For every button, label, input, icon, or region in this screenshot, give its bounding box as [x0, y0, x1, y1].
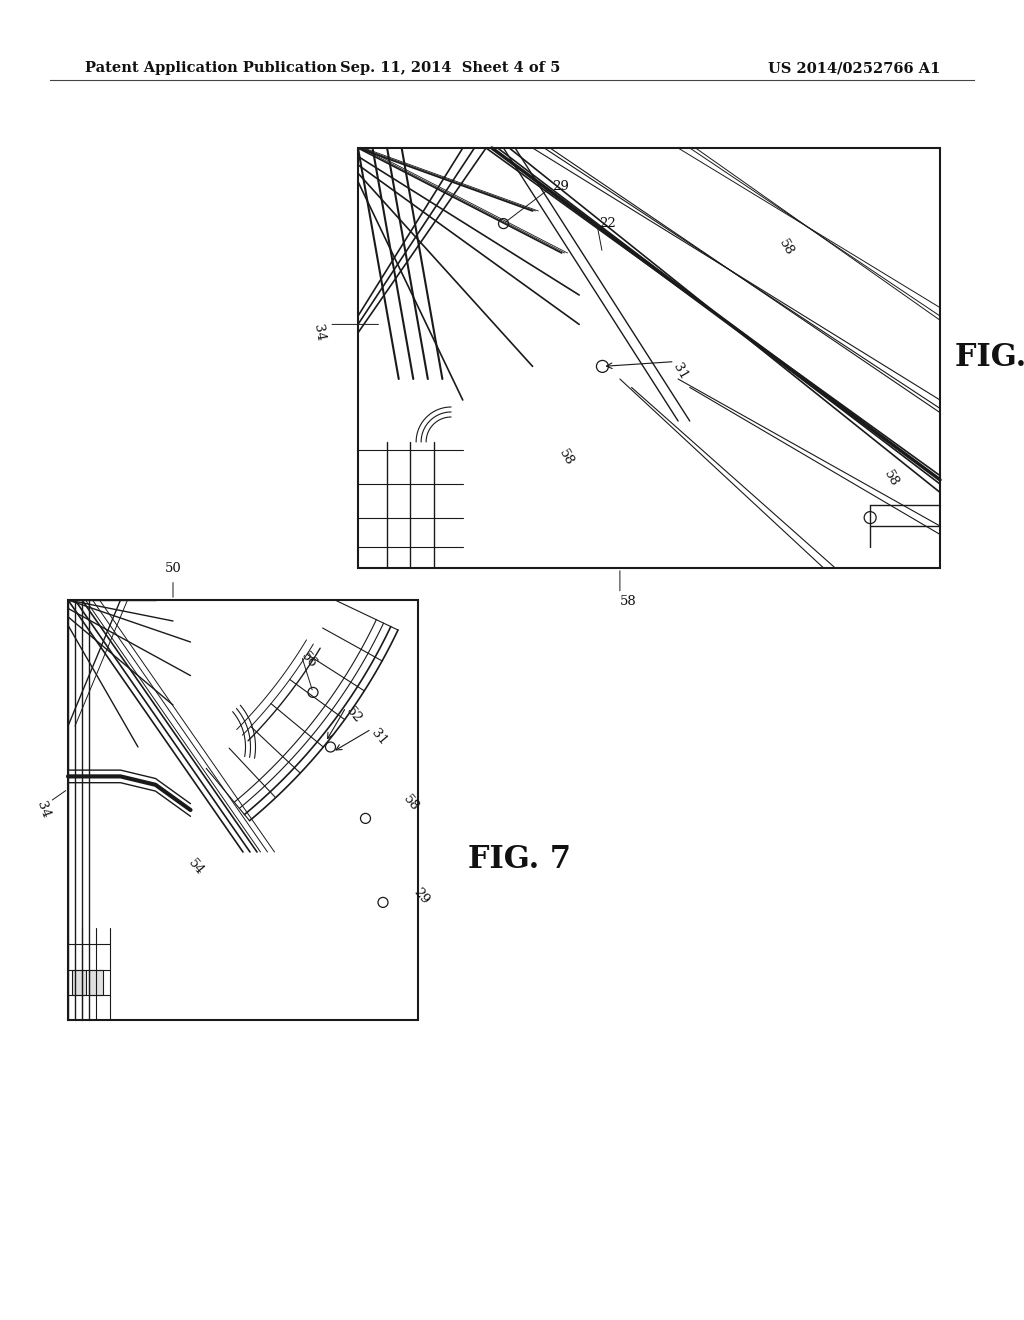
Text: 34: 34 — [34, 800, 52, 820]
Text: 58: 58 — [882, 469, 901, 490]
Bar — [68, 601, 418, 1020]
Text: US 2014/0252766 A1: US 2014/0252766 A1 — [768, 61, 940, 75]
Text: 58: 58 — [556, 447, 575, 469]
Text: 52: 52 — [344, 705, 365, 726]
Text: 29: 29 — [552, 180, 569, 193]
Text: 22: 22 — [599, 216, 615, 230]
Text: 56: 56 — [299, 649, 319, 671]
Text: 31: 31 — [670, 362, 690, 383]
Text: 58: 58 — [776, 238, 796, 259]
Text: FIG. 7: FIG. 7 — [468, 845, 571, 875]
Bar — [89, 970, 103, 995]
Text: 50: 50 — [165, 562, 181, 574]
Text: 29: 29 — [411, 886, 432, 907]
Text: FIG. 8: FIG. 8 — [955, 342, 1024, 374]
Text: 34: 34 — [311, 323, 327, 342]
Text: 58: 58 — [400, 792, 421, 813]
Text: 54: 54 — [185, 857, 206, 878]
Text: 31: 31 — [369, 727, 389, 748]
Bar — [358, 148, 940, 568]
Text: Sep. 11, 2014  Sheet 4 of 5: Sep. 11, 2014 Sheet 4 of 5 — [340, 61, 560, 75]
Bar — [72, 970, 85, 995]
Text: 58: 58 — [620, 595, 637, 609]
Text: Patent Application Publication: Patent Application Publication — [85, 61, 337, 75]
